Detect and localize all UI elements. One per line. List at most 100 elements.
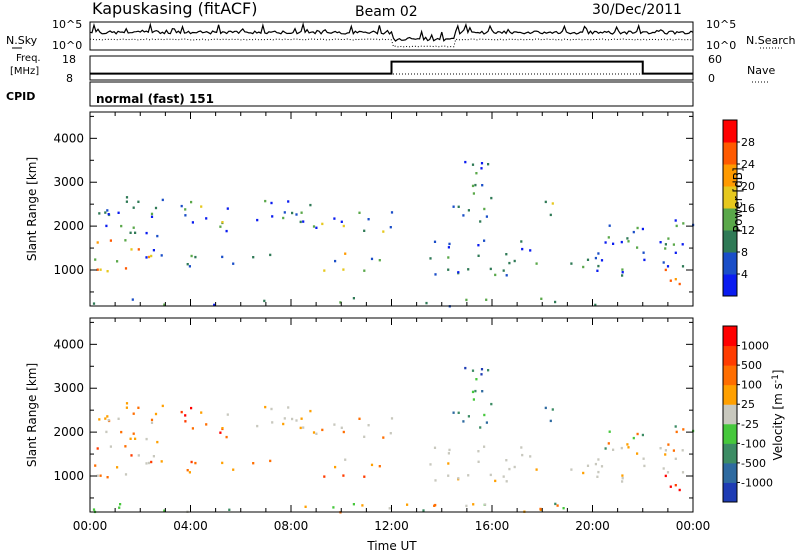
range-cell [134,231,137,234]
power-colorbar: 28 24 20 16 12 8 4 [722,119,755,297]
station-title: Kapuskasing (fitACF) [92,0,257,18]
range-cell [270,201,273,205]
colorbar-frame [722,325,738,503]
range-cell [621,480,624,483]
range-cell [264,199,267,203]
range-cell [271,215,274,218]
range-cell [221,221,224,224]
range-cell [489,473,492,477]
range-cell [447,256,450,259]
range-cell [333,423,336,426]
velocity-y-label: Slant Range [km] [25,363,39,467]
range-cell [479,220,482,223]
range-cell [505,253,508,256]
velocity-colorbar-label-sup: -1 [771,374,781,383]
range-cell [556,504,559,507]
range-cell [344,252,347,255]
range-cell [282,216,285,220]
velocity-panel-bg [90,318,693,512]
range-cell [232,468,235,471]
search-noise-trace [89,38,694,48]
range-cell [219,431,222,434]
power-panel-bg [90,112,693,306]
x-tick-label: 20:00 [575,519,610,533]
range-cell [447,462,450,465]
range-cell [621,268,624,271]
range-cell [105,224,108,228]
range-cell [452,411,455,414]
range-cell [340,426,343,429]
range-cell [608,224,611,227]
range-cell [505,480,508,483]
range-cell [342,224,345,228]
range-cell [434,273,437,276]
noise-left-tick-bottom: 10^0 [52,39,82,52]
range-cell [667,237,670,240]
range-cell [92,302,96,305]
range-cell [636,246,639,249]
range-cell [433,240,437,243]
range-cell [681,243,684,246]
range-cell [312,225,316,228]
range-cell [467,474,470,477]
range-cell [489,267,492,271]
range-cell [283,417,286,420]
colorbar-tick-label: 16 [741,202,755,215]
range-cell [252,462,255,465]
range-cell [156,234,159,238]
range-cell [465,298,468,302]
range-cell [487,163,490,166]
range-cell [323,269,326,272]
range-cell [626,237,629,240]
range-cell [225,435,228,439]
range-cell [529,249,532,252]
range-cell [540,297,543,300]
range-cell [106,415,109,418]
range-cell [190,254,193,258]
range-cell [672,243,675,246]
colorbar-tick-label: 25 [741,398,755,411]
range-cell [462,420,465,423]
y-tick-label: 4000 [53,337,84,351]
x-tick-label: 00:00 [676,519,711,533]
range-cell [109,239,112,242]
range-cell [145,256,148,259]
range-cell [191,221,194,224]
colorbar-segment [723,120,737,143]
freq-tick-top: 18 [62,53,76,66]
range-cell [434,479,437,482]
range-cell [389,432,392,435]
colorbar-segment [723,252,737,275]
range-cell [270,407,273,411]
range-cell [145,437,148,441]
range-cell [390,417,394,420]
range-cell [612,448,615,451]
range-cell [596,475,599,478]
colorbar-segment [723,404,737,425]
power-colorbar-label: Power [dB] [731,167,745,232]
range-cell [124,239,127,242]
range-cell [471,184,475,188]
range-cell [479,426,482,429]
range-cell [304,505,307,508]
sky-noise-trace [89,21,694,42]
range-cell [636,452,639,455]
range-cell [186,469,189,472]
range-cell [604,241,607,244]
range-cell [315,432,318,435]
range-cell [597,264,600,268]
range-cell [475,172,478,175]
colorbar-tick-label: 20 [741,180,755,193]
range-cell [221,427,224,430]
velocity-colorbar-label-end: ] [771,370,785,375]
y-tick-label: 1000 [53,469,84,483]
range-cell [600,259,604,262]
range-cell [620,446,623,450]
range-cell [342,430,345,434]
range-cell [422,509,425,512]
range-cell [106,209,109,212]
range-cell [283,211,286,214]
range-cell [361,504,364,507]
range-cell [485,215,488,218]
range-cell [494,273,497,277]
